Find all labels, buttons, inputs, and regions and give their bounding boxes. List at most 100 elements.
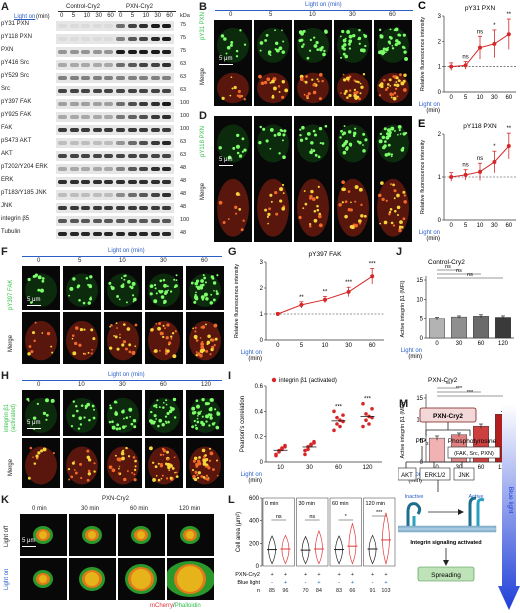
- y-tick-label: 0: [438, 90, 442, 96]
- blot-band: [104, 89, 114, 93]
- fluorescent-spot: [390, 126, 395, 131]
- fluorescent-spot: [197, 285, 200, 289]
- stain-mcherry: mCherry: [150, 603, 174, 609]
- panel-b-light-line: [215, 10, 413, 11]
- x-tick-label: 30: [456, 341, 463, 347]
- blot-band: [150, 167, 160, 171]
- fluorescent-spot: [129, 285, 132, 288]
- fluorescent-spot: [192, 459, 196, 463]
- panel-b-light-on: Light on (min): [305, 2, 342, 8]
- fluorescent-spot: [111, 468, 116, 473]
- fluorescent-spot: [358, 141, 362, 145]
- cell-body: [217, 27, 249, 63]
- fluorescent-spot: [311, 78, 314, 81]
- blot-band: [116, 63, 125, 67]
- fluorescent-spot: [158, 406, 161, 409]
- fluorescent-spot: [397, 79, 401, 83]
- fluorescent-spot: [155, 474, 158, 477]
- fluorescent-spot: [210, 348, 214, 352]
- cell-body: [66, 320, 98, 361]
- fluorescent-spot: [348, 142, 353, 147]
- panel-b-scale-bar: [219, 64, 233, 65]
- fluorescent-spot: [300, 31, 304, 36]
- blot-row-label: pT183/Y185 JNK: [1, 190, 47, 196]
- micrograph: [334, 116, 372, 166]
- fluorescent-spot: [207, 334, 211, 338]
- micrograph-image: [66, 397, 98, 433]
- cell-body: [25, 397, 57, 433]
- phospho-sub-text: (FAK, Src, PXN): [454, 451, 494, 457]
- pip-label: PIP: [416, 438, 426, 445]
- fluorescent-spot: [402, 148, 404, 151]
- integrin-active-icon-2: [476, 498, 485, 528]
- fluorescent-spot: [153, 404, 156, 408]
- table-cell: +: [337, 572, 340, 578]
- fluorescent-spot: [216, 459, 219, 462]
- fluorescent-spot: [347, 207, 351, 212]
- erk-box: [419, 467, 451, 481]
- fluorescent-spot: [282, 133, 286, 137]
- table-cell: +: [284, 580, 287, 586]
- blot-row: PXN: [0, 46, 178, 59]
- fluorescent-spot: [73, 341, 78, 346]
- data-point: [306, 447, 310, 452]
- x-tick-label: 30: [306, 465, 313, 471]
- data-point: [341, 419, 345, 424]
- data-point: [492, 159, 497, 164]
- data-point: [449, 175, 454, 179]
- fluorescent-spot: [197, 471, 201, 475]
- group-pxn-label: PXN-Cry2: [126, 4, 154, 10]
- fluorescent-spot: [166, 285, 169, 288]
- blot-row: JNK: [0, 202, 178, 215]
- fluorescent-spot: [355, 80, 359, 83]
- fluorescent-spot: [304, 137, 308, 141]
- fluorescent-spot: [75, 326, 79, 330]
- micrograph-image: [217, 178, 249, 237]
- micrograph-image: [337, 178, 369, 237]
- panel-k-scale-bar: [22, 546, 36, 547]
- fluorescent-spot: [194, 470, 198, 474]
- fluorescent-spot: [92, 337, 96, 341]
- fluorescent-spot: [396, 205, 401, 210]
- fluorescent-spot: [149, 284, 154, 289]
- blot-band: [92, 115, 102, 119]
- fluorescent-spot: [201, 340, 204, 343]
- fluorescent-spot: [317, 214, 322, 219]
- table-cell: 83: [336, 588, 342, 594]
- panel-h-light-on: Light on (min): [108, 372, 145, 378]
- fluorescent-spot: [379, 34, 383, 37]
- panel-f-merge-label: Merge: [8, 334, 14, 352]
- group-control-label: Control-Cry2: [66, 4, 101, 10]
- fluorescent-spot: [161, 447, 165, 451]
- blot-row: integrin β5: [0, 215, 178, 228]
- blot-band: [69, 37, 79, 41]
- fluorescent-spot: [383, 79, 386, 82]
- fluorescent-spot: [37, 288, 41, 292]
- x-tick-label: 10: [477, 95, 484, 101]
- fluorescent-spot: [166, 411, 170, 416]
- micrograph-image: [148, 320, 180, 361]
- fluorescent-spot: [399, 133, 402, 135]
- blot-band: [116, 89, 125, 93]
- fluorescent-spot: [71, 334, 75, 337]
- fluorescent-spot: [194, 296, 199, 301]
- fluorescent-spot: [162, 335, 165, 339]
- micrograph-image: [66, 446, 98, 485]
- fluorescent-spot: [385, 47, 389, 52]
- panel-b-label: B: [199, 1, 207, 13]
- fluorescent-spot: [258, 140, 262, 145]
- fluorescent-spot: [191, 425, 195, 429]
- y-tick-label: 2: [438, 39, 442, 45]
- fluorescent-spot: [200, 345, 205, 350]
- fluorescent-spot: [90, 352, 93, 355]
- blot-band: [116, 180, 125, 184]
- data-point: [367, 422, 371, 426]
- fluorescent-spot: [394, 209, 397, 213]
- fluorescent-spot: [231, 87, 234, 90]
- fluorescent-spot: [308, 49, 312, 52]
- fluorescent-spot: [282, 40, 285, 43]
- fluorescent-spot: [342, 47, 346, 51]
- fluorescent-spot: [354, 127, 357, 130]
- fluorescent-spot: [169, 290, 173, 293]
- fluorescent-spot: [227, 218, 230, 221]
